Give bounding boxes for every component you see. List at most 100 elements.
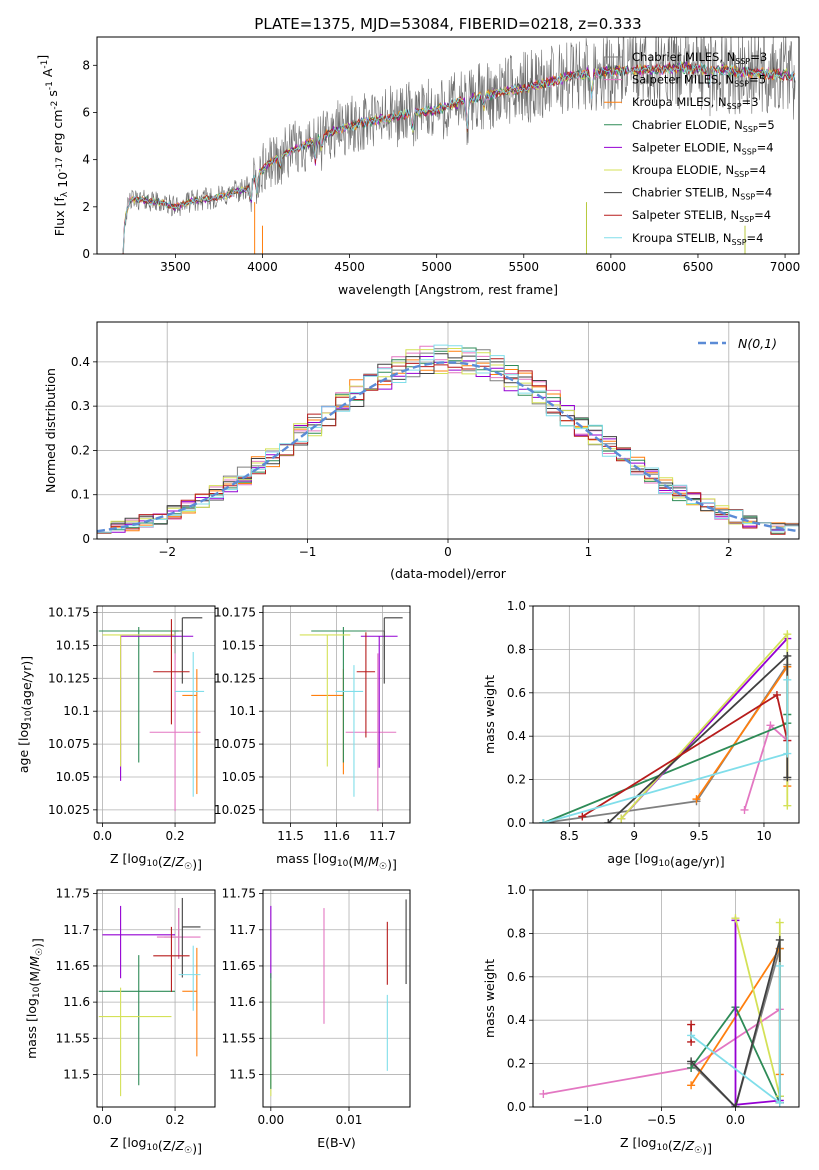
x-tick-label: 6000 (596, 260, 627, 274)
y-axis-label: mass weight (482, 675, 497, 754)
y-tick-label: 0.3 (71, 399, 90, 413)
figure-title: PLATE=1375, MJD=53084, FIBERID=0218, z=0… (254, 15, 641, 33)
x-tick-label: 11.6 (323, 829, 350, 843)
x-tick-label: 10 (756, 829, 771, 843)
legend-entry: Chabrier STELIB, NSSP=4 (632, 186, 772, 202)
x-tick-label: 0.0 (93, 829, 112, 843)
y-tick-label: 11.55 (56, 1031, 90, 1045)
plot-area-residuals (97, 344, 799, 539)
x-axis-label: Z [log10(Z/Z☉)] (110, 851, 202, 872)
legend-entry: Salpeter MILES, NSSP=5 (632, 73, 766, 89)
y-tick-label: 10.05 (56, 770, 90, 784)
plot-area-mass_vs_ebv (270, 899, 407, 1097)
x-tick-label: −1 (299, 545, 317, 559)
x-axis-label: E(B-V) (317, 1135, 356, 1150)
x-axis-label: age [log10(age/yr)] (607, 851, 724, 869)
weight-marker (731, 1103, 740, 1107)
weight-marker (692, 795, 701, 804)
x-tick-label: 0.0 (726, 1113, 745, 1127)
axes-frame (96, 889, 216, 1108)
model-spectrum-kroupa-miles (122, 61, 796, 254)
legend-nssp: 5 (759, 73, 766, 87)
x-tick-label: 3500 (160, 260, 191, 274)
x-axis-label: Z [log10(Z/Z☉)] (110, 1135, 202, 1156)
weight-marker (766, 721, 775, 730)
plot-area-mass_vs_Z (98, 897, 201, 1097)
weight-line (543, 661, 789, 823)
weight-marker (578, 812, 587, 821)
legend-series-name: Chabrier ELODIE (632, 118, 727, 132)
model-spectrum-chabrier-miles (122, 62, 796, 254)
weight-marker (783, 749, 792, 758)
model-spectrum-chabrier-elodie (122, 62, 796, 252)
weight-marker (539, 819, 548, 823)
y-tick-label: 0.1 (71, 488, 90, 502)
x-tick-label: 11.5 (277, 829, 304, 843)
y-tick-label: 10.025 (48, 803, 90, 817)
y-axis-label: Flux [fλ 10-17 erg cm-2 s-1 A-1] (35, 55, 70, 237)
y-tick-label: 0.0 (507, 1100, 526, 1114)
x-tick-label: 7000 (770, 260, 801, 274)
y-tick-label: 0.6 (507, 686, 526, 700)
y-tick-label: 11.5 (229, 1067, 256, 1081)
plot-area-spectrum (122, 37, 796, 254)
weight-marker (604, 819, 613, 823)
x-tick-label: −1.0 (573, 1113, 602, 1127)
legend-series-name: Kroupa MILES (632, 95, 711, 109)
x-tick-label: 0 (444, 545, 452, 559)
x-tick-label: −0.5 (647, 1113, 676, 1127)
x-tick-label: 5500 (509, 260, 540, 274)
x-tick-label: 9.5 (690, 829, 709, 843)
weight-line (690, 948, 781, 1107)
weight-marker (783, 773, 792, 782)
legend-nssp: 4 (759, 163, 766, 177)
axes-frame (532, 889, 800, 1108)
panel-residuals: −2 −1 0 1 2 0 0.1 0.2 0.3 0.4 (data-model)/error No… (43, 321, 800, 581)
weight-marker (539, 1089, 548, 1098)
weight-marker (772, 690, 781, 699)
y-tick-label: 11.65 (56, 959, 90, 973)
y-tick-label: 10.075 (48, 737, 90, 751)
model-spectrum-kroupa-stelib (122, 61, 796, 253)
panel-mass_vs_ebv: 0.00 0.01 11.5 11.55 11.6 11.65 11.7 11.75 E(B-V… (222, 887, 411, 1150)
normal-curve (97, 361, 797, 533)
legend-nssp: 5 (767, 118, 774, 132)
weight-marker (740, 805, 749, 814)
legend-nssp: 3 (760, 50, 767, 64)
histogram-kroupa-stelib (97, 344, 799, 539)
y-tick-label: 0.4 (507, 729, 526, 743)
y-tick-label: 10.15 (222, 638, 256, 652)
legend-entry: Salpeter ELODIE, NSSP=4 (632, 140, 774, 156)
y-tick-label: 1.0 (507, 883, 526, 897)
legend-nssp: 4 (765, 186, 772, 200)
y-tick-label: 11.55 (222, 1031, 256, 1045)
legend: Chabrier MILES, NSSP=3 Salpeter MILES, NS… (604, 50, 775, 247)
plot-area-age_vs_Z (98, 617, 205, 812)
panel-weight_vs_age: 8.5 9 9.5 10 0.0 0.2 0.4 0.6 0.8 1.0 age [log10(ag… (482, 599, 800, 869)
y-tick-label: 10.125 (48, 671, 90, 685)
panel-age_vs_Z: 0.0 0.2 10.025 10.05 10.075 10.1 10.125 10.15 10… (16, 605, 216, 872)
y-tick-label: 0.4 (507, 1013, 526, 1027)
model-spectrum-salpeter-miles (122, 62, 796, 252)
panel-mass_vs_Z: 0.0 0.2 11.5 11.55 11.6 11.65 11.7 11.75 Z [log1… (24, 887, 216, 1156)
y-tick-label: 4 (82, 153, 90, 167)
y-tick-label: 0.4 (71, 355, 90, 369)
legend-nssp: 4 (764, 208, 771, 222)
legend-series-name: Kroupa ELODIE (632, 163, 718, 177)
legend: N(0,1) (698, 336, 777, 351)
y-tick-label: 10.175 (214, 606, 256, 620)
weight-marker (783, 630, 792, 639)
y-tick-label: 0 (82, 247, 90, 261)
x-tick-label: 2 (725, 545, 733, 559)
weight-line (543, 679, 789, 823)
y-tick-label: 8 (82, 58, 90, 72)
weight-marker (687, 1057, 696, 1066)
weight-marker (775, 935, 784, 944)
y-tick-label: 0.2 (507, 1057, 526, 1071)
x-tick-label: 0.0 (93, 1113, 112, 1127)
y-tick-label: 10.075 (214, 737, 256, 751)
x-axis-label: Z [log10(Z/Z☉)] (620, 1135, 712, 1156)
x-tick-label: 11.7 (369, 829, 396, 843)
x-tick-label: 0.01 (336, 1113, 363, 1127)
